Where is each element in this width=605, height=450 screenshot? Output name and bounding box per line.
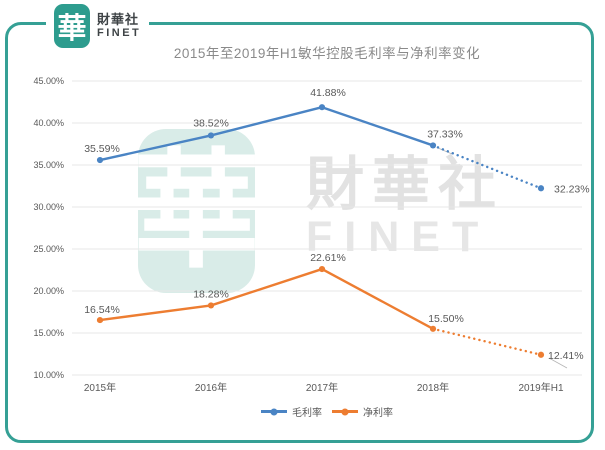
data-point-marker-net-margin — [537, 351, 545, 358]
brand-name-en: FINET — [97, 27, 142, 40]
x-axis-tick-label: 2019年H1 — [518, 381, 563, 394]
x-axis-tick-label: 2016年 — [195, 381, 227, 394]
x-axis-tick-label: 2015年 — [84, 381, 116, 394]
data-point-marker-gross-margin — [537, 185, 545, 192]
data-point-label: 37.33% — [427, 128, 463, 140]
label-leader-line — [548, 357, 568, 369]
legend-label-net-margin: 净利率 — [363, 408, 393, 419]
data-point-marker-net-margin — [207, 302, 215, 309]
series-line-gross-margin — [98, 106, 435, 162]
data-point-marker-net-margin — [429, 325, 437, 332]
finet-logo: 華 財華社 FINET — [46, 4, 150, 48]
watermark-seal-icon: 華 — [133, 129, 261, 293]
legend-label-gross-margin: 毛利率 — [292, 408, 322, 419]
watermark-seal-character: 華 — [132, 136, 261, 286]
y-axis-tick-label: 45.00% — [33, 76, 64, 86]
data-point-label: 38.52% — [193, 117, 229, 129]
legend-marker-net-margin-icon — [332, 408, 358, 415]
data-point-label: 15.50% — [428, 313, 464, 325]
legend-marker-gross-margin-icon — [261, 408, 287, 415]
watermark-brand-en: FINET — [306, 213, 491, 261]
x-axis-tick-label: 2018年 — [417, 381, 449, 394]
chart-legend: 毛利率 净利率 — [72, 404, 582, 419]
legend-item-net-margin: 净利率 — [332, 404, 393, 419]
y-axis-tick-label: 10.00% — [33, 370, 64, 380]
brand-name-zh: 財華社 — [97, 11, 140, 27]
data-point-label: 22.61% — [310, 252, 346, 264]
chart-title: 2015年至2019年H1敏华控股毛利率与净利率变化 — [173, 46, 481, 61]
data-point-marker-net-margin — [96, 316, 104, 324]
legend-dot-net-margin-icon — [341, 408, 349, 415]
data-point-label: 32.23% — [554, 183, 590, 195]
data-point-marker-gross-margin — [96, 156, 104, 164]
y-axis-tick-label: 15.00% — [33, 328, 64, 338]
data-point-label: 41.88% — [310, 87, 346, 99]
data-point-marker-gross-margin — [318, 104, 326, 111]
logo-text: 財華社 FINET — [97, 11, 142, 40]
y-axis-tick-label: 25.00% — [33, 244, 64, 254]
y-axis-tick-label: 35.00% — [33, 160, 64, 170]
data-point-label: 12.41% — [548, 350, 584, 362]
data-point-marker-net-margin — [318, 265, 326, 273]
label-leader-line — [437, 147, 453, 155]
data-point-marker-gross-margin — [207, 132, 215, 139]
finet-seal-icon: 華 — [54, 4, 90, 48]
y-axis-tick-label: 20.00% — [33, 286, 64, 296]
legend-item-gross-margin: 毛利率 — [261, 404, 322, 419]
data-point-label: 16.54% — [84, 304, 120, 316]
data-point-label: 35.59% — [84, 143, 120, 155]
data-point-marker-gross-margin — [429, 142, 437, 149]
seal-character: 華 — [57, 11, 87, 45]
y-axis-tick-label: 40.00% — [33, 118, 64, 128]
x-axis-tick-label: 2017年 — [306, 381, 338, 394]
legend-dot-gross-margin-icon — [270, 408, 278, 415]
series-line-net-margin — [98, 267, 435, 330]
data-point-label: 18.28% — [193, 288, 229, 300]
series-line-dotted-gross-margin — [431, 144, 543, 190]
y-axis-tick-label: 30.00% — [33, 202, 64, 212]
